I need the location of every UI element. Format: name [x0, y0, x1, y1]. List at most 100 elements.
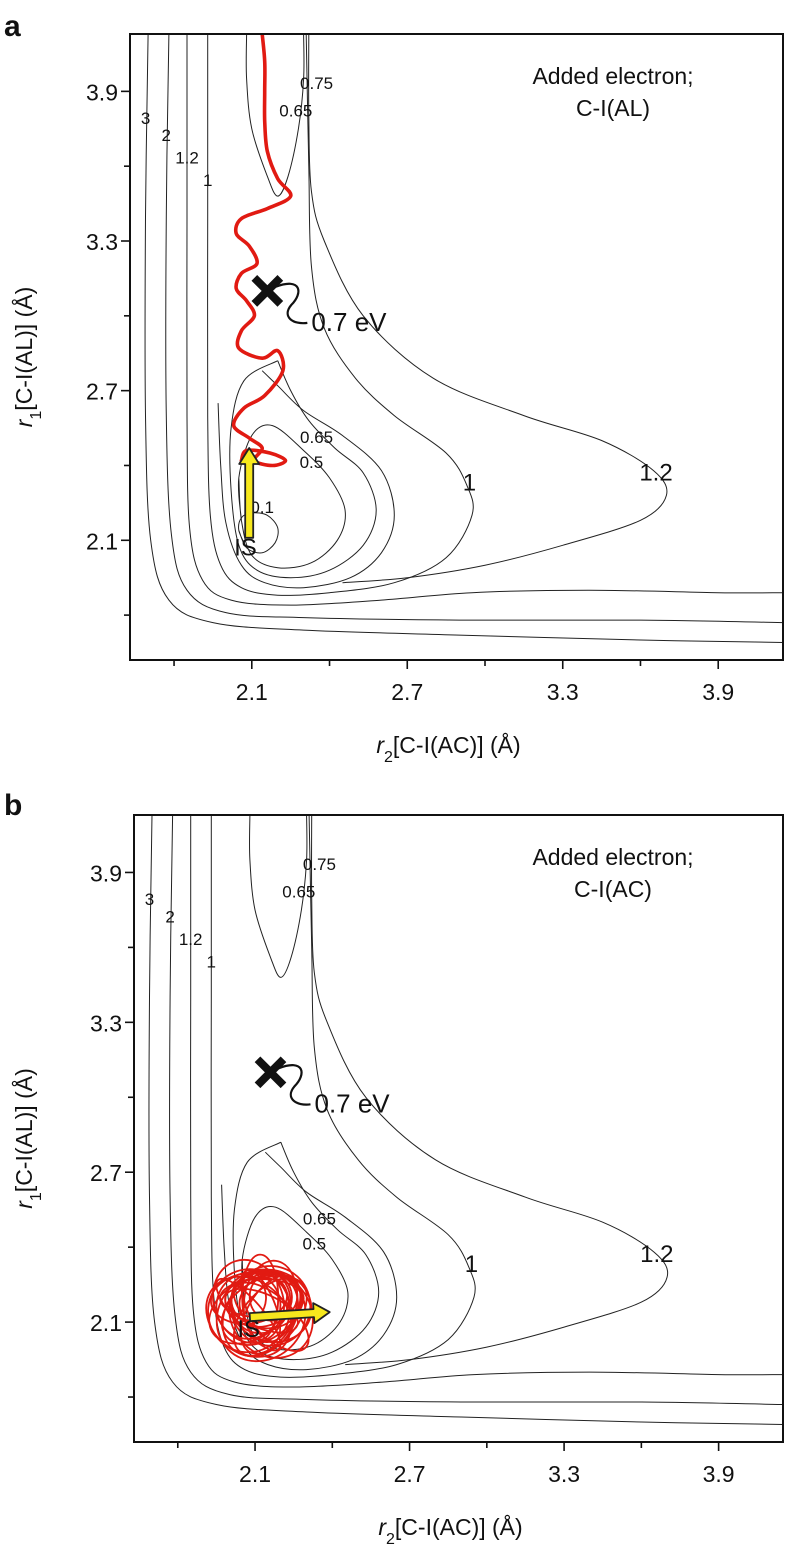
contour-upper-0-75 — [249, 815, 308, 978]
contour-label: 0.65 — [303, 1210, 336, 1229]
contour-label: 3 — [145, 890, 154, 909]
contour-label: 0.65 — [300, 428, 333, 447]
contour-1-2-outer — [308, 34, 668, 584]
trajectory-loop — [232, 1277, 308, 1357]
x-axis-text: [C-I(AC)] (Å) — [393, 731, 521, 758]
contour-1 — [207, 34, 474, 596]
y-tick-label: 2.7 — [86, 379, 118, 405]
trajectory-path — [231, 34, 293, 468]
y-tick-label: 3.3 — [86, 229, 118, 255]
transition-state-label: 0.7 eV — [314, 1088, 390, 1118]
axes: 2.1 2.7 3.3 3.92.12.73.33.9r2[C-I(AC)] (Å)r… — [10, 860, 735, 1547]
y-tick-label: 2.7 — [90, 1160, 122, 1186]
contour-0-5 — [237, 424, 346, 569]
transition-state: 0.7 eV — [254, 1056, 390, 1118]
trajectory — [231, 34, 293, 468]
axes: 2.1 2.7 3.3 3.92.12.73.33.9r2[C-I(AC)] (Å)r… — [10, 79, 734, 765]
y-tick-label: 2.1 — [90, 1310, 122, 1336]
contour-label: 0.75 — [300, 74, 333, 93]
annotation-line-2: C-I(AC) — [574, 876, 652, 902]
contour-label: 0.5 — [300, 453, 324, 472]
contour-1-2 — [186, 34, 783, 606]
y-tick-label: 2.1 — [86, 528, 118, 554]
y-axis-var: r — [11, 418, 37, 427]
y-tick-label: 3.3 — [90, 1010, 122, 1036]
x-tick-label: 2.1 — [236, 679, 268, 705]
direction-arrow — [248, 1302, 331, 1324]
transition-state-marker — [251, 275, 284, 307]
trajectory-loop — [248, 1272, 293, 1322]
direction-arrow — [238, 447, 261, 539]
contour-label: 0.65 — [282, 882, 315, 901]
contour-label: 0.75 — [303, 855, 336, 874]
contour-label: 1 — [465, 1251, 478, 1278]
contour-0-1 — [238, 512, 279, 554]
contour-1-2 — [189, 815, 783, 1388]
contour-label: 0.1 — [250, 498, 274, 517]
annotation-line-2: C-I(AL) — [576, 95, 650, 121]
contour-2 — [169, 815, 783, 1405]
x-axis-sub: 2 — [384, 749, 393, 766]
contour-0-75 — [217, 370, 395, 589]
y-axis-var: r — [11, 1200, 37, 1209]
contour-1-2-outer — [311, 815, 669, 1366]
x-tick-label: 2.7 — [394, 1461, 426, 1487]
y-axis-title: r1[C-I(AL)] (Å) — [10, 287, 45, 428]
y-axis-sub: 1 — [28, 411, 45, 420]
trajectory-loop — [242, 1259, 299, 1343]
contour-label: 1 — [207, 952, 216, 971]
y-tick-label: 3.9 — [86, 79, 118, 105]
x-axis-sub: 2 — [386, 1531, 395, 1548]
contour-0-65 — [229, 360, 377, 579]
contour-label: 1 — [463, 469, 476, 496]
contour-label: 1.2 — [639, 459, 672, 486]
contour-0-65 — [232, 1141, 380, 1361]
panel-letter: a — [4, 10, 21, 43]
y-axis-title: r1[C-I(AL)] (Å) — [10, 1068, 45, 1209]
x-tick-label: 3.3 — [547, 679, 579, 705]
contour-3 — [144, 34, 783, 643]
initial-state-label: IS — [237, 1316, 260, 1343]
x-axis-title: r2[C-I(AC)] (Å) — [378, 1513, 522, 1548]
contour-label: 3 — [141, 109, 150, 128]
x-tick-label: 3.9 — [702, 679, 734, 705]
contour-label: 1.2 — [640, 1241, 673, 1268]
contour-label: 1.2 — [175, 149, 199, 168]
trajectory-loop — [215, 1277, 282, 1352]
plot-frame — [133, 814, 784, 1443]
x-tick-label: 3.3 — [548, 1461, 580, 1487]
transition-state-pointer — [278, 1064, 311, 1106]
y-axis-text: [C-I(AL)] (Å) — [10, 1068, 37, 1192]
x-axis-var: r — [376, 732, 385, 758]
initial-state-label: IS — [234, 534, 257, 561]
transition-state-pointer — [274, 282, 308, 325]
y-axis-sub: 1 — [28, 1192, 45, 1201]
contour-label: 1.2 — [179, 930, 203, 949]
transition-state-marker — [254, 1056, 287, 1089]
contour-lines — [144, 34, 783, 643]
contour-lines — [148, 815, 783, 1425]
x-tick-label: 2.1 — [239, 1461, 271, 1487]
y-tick-label: 3.9 — [90, 860, 122, 886]
x-tick-label: 3.9 — [703, 1461, 735, 1487]
contour-label: 2 — [165, 907, 174, 926]
panel-letter: b — [4, 789, 22, 822]
annotation-line-1: Added electron; — [532, 63, 693, 89]
trajectory — [205, 1253, 314, 1363]
contour-label: 2 — [162, 126, 171, 145]
contour-label: 1 — [203, 171, 212, 190]
y-axis-text: [C-I(AL)] (Å) — [10, 287, 37, 411]
x-axis-title: r2[C-I(AC)] (Å) — [376, 731, 520, 766]
contour-label: 0.5 — [302, 1235, 326, 1254]
transition-state: 0.7 eV — [251, 275, 387, 337]
transition-state-label: 0.7 eV — [311, 307, 387, 337]
contour-3 — [148, 815, 783, 1425]
plot-frame — [129, 33, 784, 661]
x-axis-var: r — [378, 1514, 387, 1540]
x-tick-label: 2.7 — [391, 679, 423, 705]
